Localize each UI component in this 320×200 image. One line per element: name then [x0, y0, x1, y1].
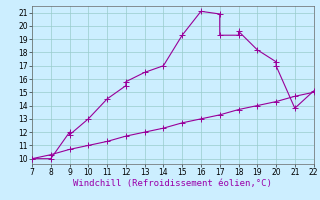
X-axis label: Windchill (Refroidissement éolien,°C): Windchill (Refroidissement éolien,°C) — [73, 179, 272, 188]
